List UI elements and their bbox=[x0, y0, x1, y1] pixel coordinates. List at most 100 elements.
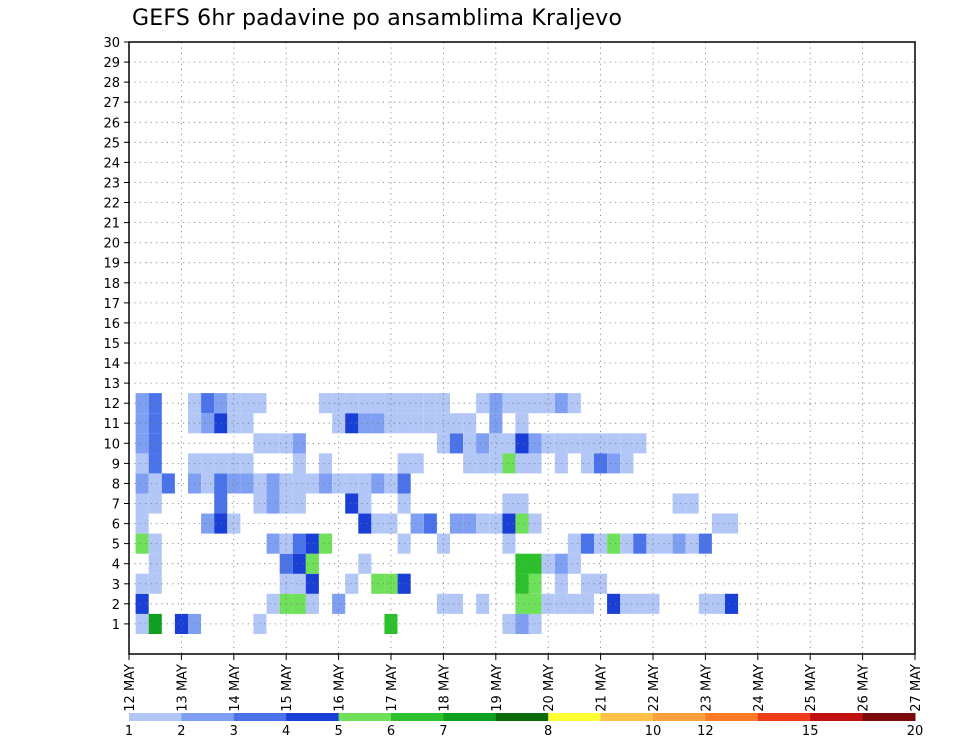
heatmap-cell bbox=[397, 573, 411, 594]
x-tick-label: 19 MAY bbox=[490, 664, 505, 712]
colorbar-label: 5 bbox=[334, 724, 342, 739]
heatmap-cell bbox=[358, 413, 372, 434]
heatmap-cell bbox=[515, 513, 529, 534]
x-tick-label: 24 MAY bbox=[752, 664, 767, 712]
heatmap-cell bbox=[148, 453, 162, 474]
heatmap-cell bbox=[266, 473, 280, 494]
heatmap-cell bbox=[436, 393, 450, 414]
heatmap-cell bbox=[594, 533, 608, 554]
heatmap-cell bbox=[135, 613, 149, 634]
heatmap-cell bbox=[214, 513, 228, 534]
colorbar-swatch bbox=[653, 713, 706, 721]
y-tick-label: 19 bbox=[103, 257, 120, 272]
heatmap-cell bbox=[148, 613, 162, 634]
heatmap-cell bbox=[253, 393, 267, 414]
heatmap-cell bbox=[148, 533, 162, 554]
y-tick-label: 3 bbox=[112, 578, 120, 593]
heatmap-cell bbox=[397, 473, 411, 494]
x-tick-label: 14 MAY bbox=[228, 664, 243, 712]
heatmap-cell bbox=[266, 533, 280, 554]
heatmap-cell bbox=[161, 473, 175, 494]
colorbar-label: 7 bbox=[439, 724, 447, 739]
heatmap-cell bbox=[436, 413, 450, 434]
heatmap-cell bbox=[515, 453, 529, 474]
y-tick-label: 14 bbox=[103, 357, 120, 372]
heatmap-cell bbox=[449, 413, 463, 434]
y-tick-label: 13 bbox=[103, 377, 120, 392]
heatmap-cell bbox=[436, 433, 450, 454]
heatmap-cell bbox=[332, 393, 346, 414]
heatmap-cell bbox=[345, 393, 359, 414]
heatmap-cell bbox=[515, 613, 529, 634]
x-tick-label: 17 MAY bbox=[385, 664, 400, 712]
heatmap-cell bbox=[135, 513, 149, 534]
heatmap-cell bbox=[227, 393, 241, 414]
y-tick-label: 20 bbox=[103, 237, 120, 252]
heatmap-cell bbox=[148, 433, 162, 454]
heatmap-cell bbox=[148, 553, 162, 574]
colorbar-swatch bbox=[181, 713, 235, 721]
heatmap-cell bbox=[318, 473, 332, 494]
heatmap-cell bbox=[410, 453, 424, 474]
y-tick-label: 9 bbox=[112, 457, 120, 472]
x-tick-label: 27 MAY bbox=[909, 664, 924, 712]
heatmap-cell bbox=[567, 393, 581, 414]
heatmap-cell bbox=[672, 533, 686, 554]
y-tick-label: 28 bbox=[103, 76, 120, 91]
heatmap-cell bbox=[515, 573, 529, 594]
x-tick-label: 15 MAY bbox=[280, 664, 295, 712]
heatmap-cell bbox=[489, 433, 503, 454]
x-tick-label: 25 MAY bbox=[804, 664, 819, 712]
colorbar-swatch bbox=[757, 713, 811, 721]
heatmap-cell bbox=[449, 433, 463, 454]
heatmap-cell bbox=[266, 433, 280, 454]
heatmap-cell bbox=[476, 433, 490, 454]
colorbar-label: 1 bbox=[125, 724, 133, 739]
y-tick-label: 22 bbox=[103, 197, 120, 212]
heatmap-cell bbox=[672, 493, 686, 514]
heatmap-cell bbox=[397, 453, 411, 474]
colorbar-swatch bbox=[338, 713, 392, 721]
heatmap-cell bbox=[423, 393, 437, 414]
heatmap-cell bbox=[148, 413, 162, 434]
colorbar-label: 4 bbox=[282, 724, 290, 739]
heatmap-cell bbox=[685, 493, 699, 514]
heatmap-cell bbox=[541, 553, 555, 574]
y-tick-label: 29 bbox=[103, 56, 120, 71]
heatmap-cell bbox=[358, 393, 372, 414]
heatmap-cell bbox=[580, 533, 594, 554]
heatmap-cell bbox=[502, 493, 516, 514]
colorbar-swatch bbox=[129, 713, 182, 721]
heatmap-cell bbox=[305, 553, 319, 574]
colorbar-label: 15 bbox=[802, 724, 819, 739]
heatmap-cell bbox=[384, 573, 398, 594]
heatmap-cell bbox=[580, 453, 594, 474]
heatmap-cell bbox=[135, 573, 149, 594]
colorbar-swatch bbox=[286, 713, 340, 721]
x-tick-label: 16 MAY bbox=[333, 664, 348, 712]
heatmap-cell bbox=[502, 453, 516, 474]
heatmap-cell bbox=[292, 473, 306, 494]
y-tick-label: 26 bbox=[103, 116, 120, 131]
colorbar-label: 10 bbox=[645, 724, 662, 739]
heatmap-cell bbox=[502, 613, 516, 634]
y-tick-label: 25 bbox=[103, 136, 120, 151]
heatmap-cell bbox=[135, 433, 149, 454]
heatmap-cell bbox=[305, 473, 319, 494]
heatmap-cell bbox=[476, 453, 490, 474]
heatmap-cell bbox=[436, 533, 450, 554]
heatmap-cell bbox=[332, 413, 346, 434]
x-tick-label: 13 MAY bbox=[175, 664, 190, 712]
colorbar: 1 2 3 4 5 6 7 8 10 12 15 20 bbox=[125, 713, 923, 739]
heatmap-cell bbox=[292, 593, 306, 614]
heatmap-cell bbox=[423, 413, 437, 434]
y-axis: 1234567891011121314151617181920212223242… bbox=[103, 36, 129, 633]
colorbar-swatch bbox=[233, 713, 287, 721]
heatmap-cell bbox=[515, 493, 529, 514]
y-tick-label: 1 bbox=[112, 618, 120, 633]
heatmap-cell bbox=[384, 393, 398, 414]
heatmap-cell bbox=[135, 473, 149, 494]
heatmap-cell bbox=[253, 493, 267, 514]
x-tick-label: 23 MAY bbox=[699, 664, 714, 712]
heatmap-cell bbox=[227, 413, 241, 434]
